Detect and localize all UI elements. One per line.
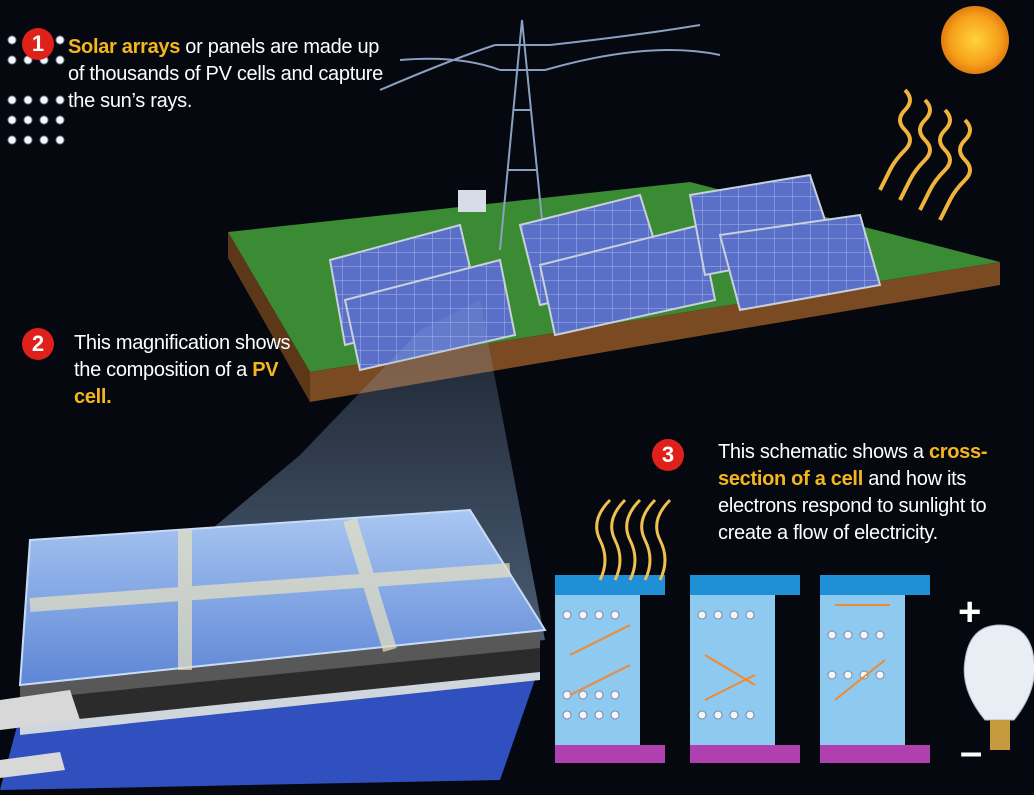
callout-number: 1 bbox=[22, 28, 54, 60]
callout-number: 3 bbox=[652, 439, 684, 471]
callout: Solar arrays or panels are made up of th… bbox=[68, 34, 388, 115]
callout-text: This schematic shows a bbox=[718, 441, 929, 463]
callout-text: or panels are made up of thousands of PV… bbox=[68, 36, 383, 112]
negative-terminal: – bbox=[960, 730, 983, 774]
callout-text: This magnification shows the composition… bbox=[74, 332, 291, 381]
callout: This schematic shows a cross-section of … bbox=[718, 439, 1033, 547]
callout-number: 2 bbox=[22, 328, 54, 360]
highlight: PV cell. bbox=[74, 359, 279, 408]
callout: This magnification shows the composition… bbox=[74, 330, 309, 411]
positive-terminal: + bbox=[958, 590, 982, 634]
callout-text: and how its electrons respond to sunligh… bbox=[718, 468, 987, 544]
highlight: Solar arrays bbox=[68, 36, 181, 58]
highlight: cross-section of a cell bbox=[718, 441, 988, 490]
